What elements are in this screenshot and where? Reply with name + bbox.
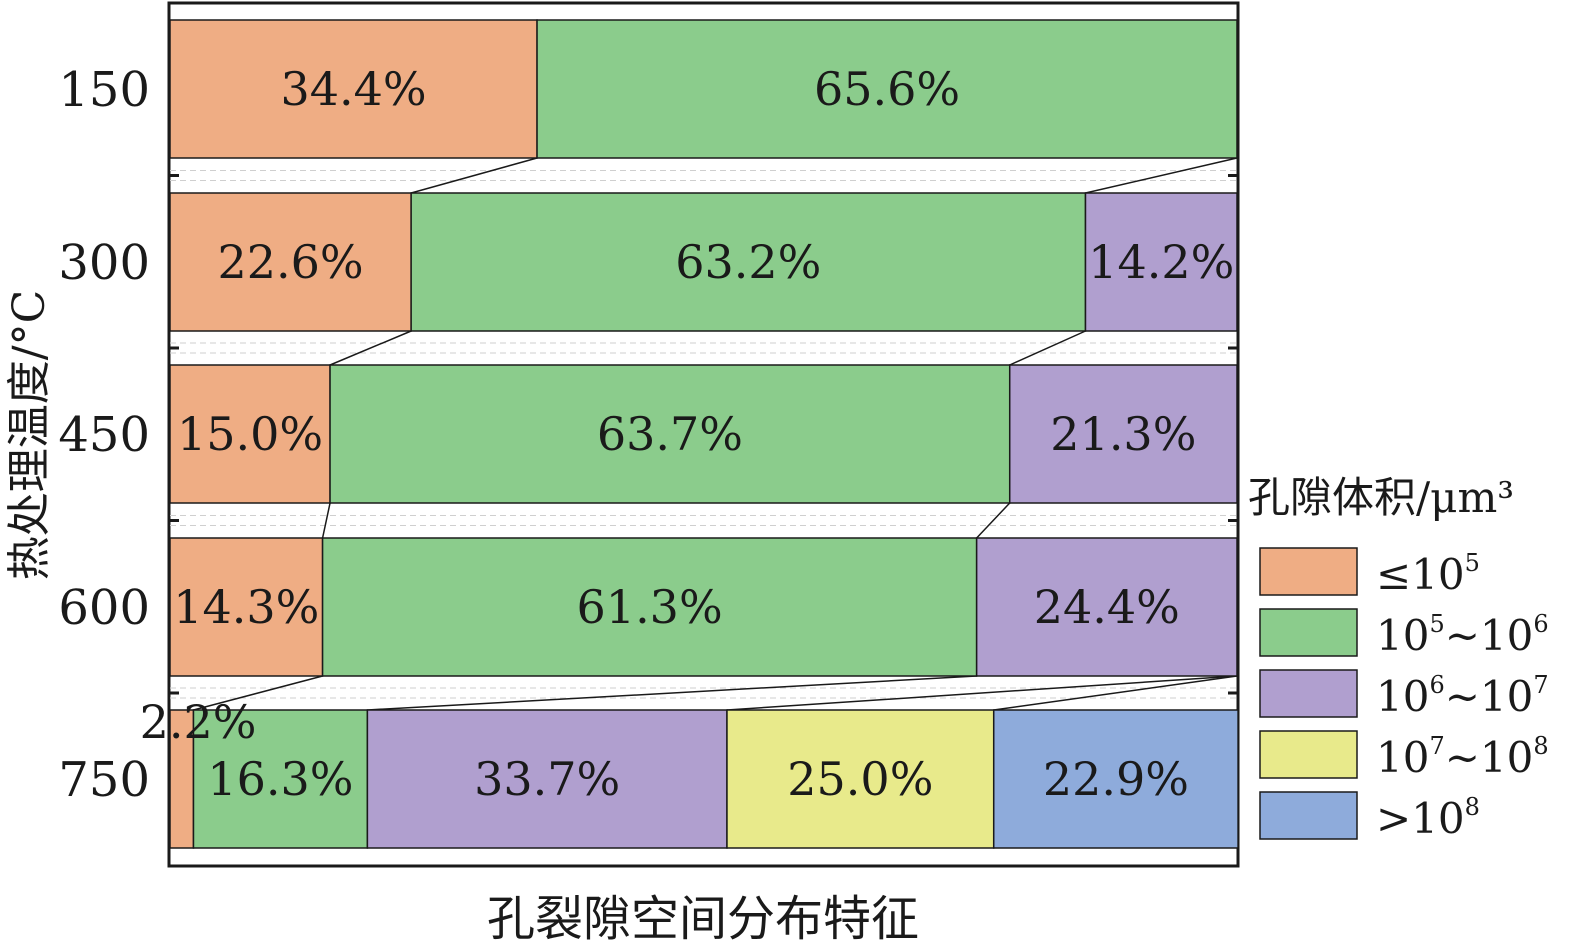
bar-segment [1008,364,1238,504]
plot-frame [167,1,1240,868]
data-label: 63.7% [597,407,743,461]
gridlines [170,170,1237,699]
y-axis-title: 热处理温度/°C [4,290,55,581]
data-label: 33.7% [474,752,620,806]
legend: 孔隙体积/μm³ ≤105 105~106 106~107 107~108 >108 [1248,473,1549,843]
y-tick-label: 300 [58,235,150,291]
data-label: 34.4% [280,62,426,116]
bar-segment [1084,192,1238,332]
legend-swatch [1259,608,1358,657]
data-labels: 34.4% 65.6% 22.6% 63.2% 14.2% 15.0% 63.7% 21.3%… [140,62,1235,806]
data-label: 25.0% [787,752,933,806]
connector-line [1009,330,1086,366]
connector-lines [193,157,1238,711]
data-label: 21.3% [1050,407,1196,461]
data-label: 63.2% [675,235,821,289]
data-label: 14.2% [1088,235,1234,289]
y-ticks [170,174,1237,695]
legend-label: 107~108 [1376,732,1549,782]
connector-line [410,157,538,194]
legend-label: 105~106 [1376,610,1549,660]
legend-swatch [1259,791,1358,840]
data-label: 61.3% [577,580,723,634]
bar-segment [321,537,978,677]
bar-segment [975,537,1238,677]
legend-swatch [1259,547,1358,596]
data-label: 24.4% [1034,580,1180,634]
legend-swatch [1259,730,1358,779]
bar-segment [366,709,728,849]
connector-line [976,502,1011,539]
y-tick-label: 750 [58,752,150,808]
connector-line [329,330,412,366]
legend-label: >108 [1376,793,1480,843]
bars [169,19,1239,849]
bar-segment [169,364,331,504]
bar-segment [329,364,1011,504]
data-label: 15.0% [177,407,323,461]
bar-segment [169,537,324,677]
legend-title: 孔隙体积/μm³ [1248,473,1514,522]
data-label: 14.3% [173,580,319,634]
legend-label: ≤105 [1376,549,1480,599]
legend-swatch [1259,669,1358,718]
legend-label: 106~107 [1376,671,1549,721]
connector-line [1085,157,1238,194]
y-tick-labels: 150 300 450 600 750 [58,62,150,808]
bar-segment [536,19,1238,159]
data-label: 65.6% [814,62,960,116]
data-label: 22.6% [218,235,364,289]
data-label: 16.3% [207,752,353,806]
y-tick-label: 600 [58,580,150,636]
y-tick-label: 450 [58,407,150,463]
connector-line [367,675,977,711]
bar-segment [169,192,412,332]
connector-line [726,675,1238,711]
data-label: 22.9% [1043,752,1189,806]
connector-line [993,675,1238,711]
y-tick-label: 150 [58,62,150,118]
data-label: 2.2% [140,695,257,749]
bar-segment [992,709,1239,849]
connector-line [321,502,331,539]
x-axis-title: 孔裂隙空间分布特征 [487,891,919,947]
connector-line [193,675,323,711]
